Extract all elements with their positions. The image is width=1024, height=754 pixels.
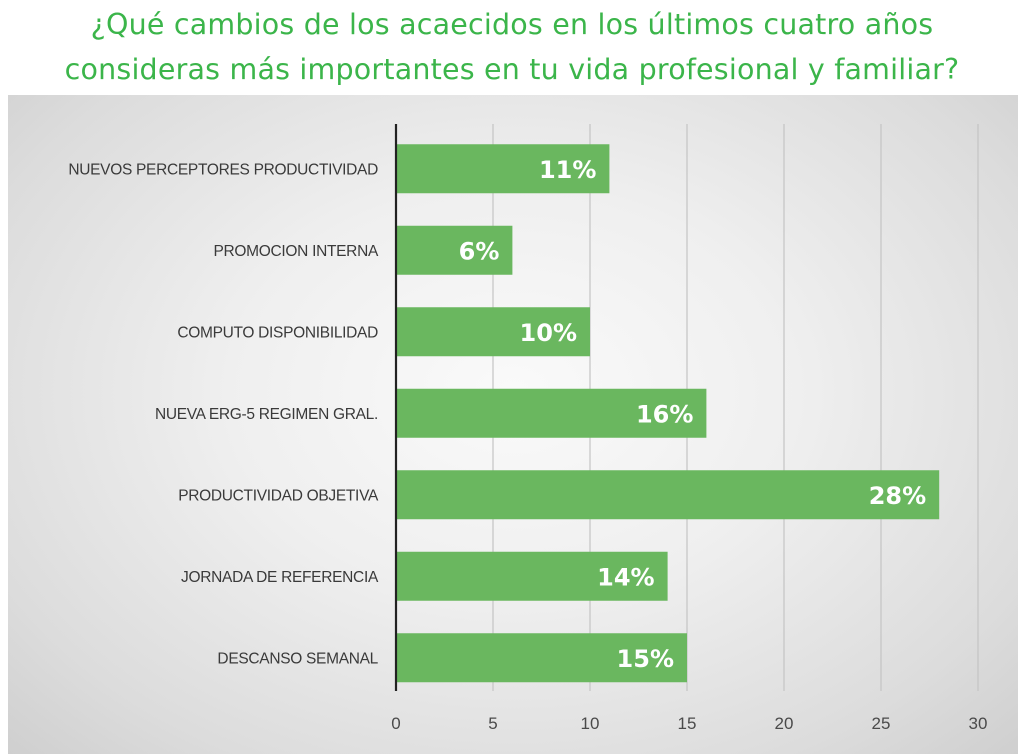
x-tick-label-0: 0 — [391, 714, 400, 733]
x-tick-label-20: 20 — [775, 714, 794, 733]
x-tick-label-5: 5 — [488, 714, 497, 733]
data-label-1: 11% — [539, 156, 596, 184]
category-label-7: DESCANSO SEMANAL — [217, 650, 378, 667]
category-label-5: PRODUCTIVIDAD OBJETIVA — [178, 487, 379, 504]
chart-title-line-1: ¿Qué cambios de los acaecidos en los últ… — [90, 8, 934, 41]
data-label-4: 16% — [636, 400, 693, 428]
bar-6 — [396, 551, 668, 601]
data-label-7: 15% — [617, 645, 674, 673]
data-label-2: 6% — [459, 237, 500, 265]
category-label-1: NUEVOS PERCEPTORES PRODUCTIVIDAD — [68, 161, 378, 178]
category-label-4: NUEVA ERG-5 REGIMEN GRAL. — [155, 406, 378, 423]
category-label-2: PROMOCION INTERNA — [213, 243, 379, 260]
data-label-3: 10% — [520, 319, 577, 347]
category-label-6: JORNADA DE REFERENCIA — [181, 569, 379, 586]
x-tick-label-10: 10 — [581, 714, 600, 733]
bar-1 — [396, 144, 610, 194]
x-tick-label-30: 30 — [969, 714, 988, 733]
bar-2 — [396, 225, 513, 275]
x-tick-label-25: 25 — [872, 714, 891, 733]
chart-panel: NUEVOS PERCEPTORES PRODUCTIVIDAD 11% PROMO… — [8, 95, 1018, 754]
bar-5 — [396, 470, 940, 520]
x-tick-label-15: 15 — [678, 714, 697, 733]
chart-title-line-2: consideras más importantes en tu vida pr… — [64, 53, 960, 86]
data-label-6: 14% — [597, 563, 654, 591]
bar-3 — [396, 307, 590, 357]
category-label-3: COMPUTO DISPONIBILIDAD — [177, 324, 378, 341]
chart-title: ¿Qué cambios de los acaecidos en los últ… — [0, 2, 1024, 92]
bar-7 — [396, 633, 687, 683]
bar-chart: NUEVOS PERCEPTORES PRODUCTIVIDAD 11% PROMO… — [68, 124, 988, 733]
data-label-5: 28% — [869, 482, 926, 510]
bar-4 — [396, 388, 707, 438]
